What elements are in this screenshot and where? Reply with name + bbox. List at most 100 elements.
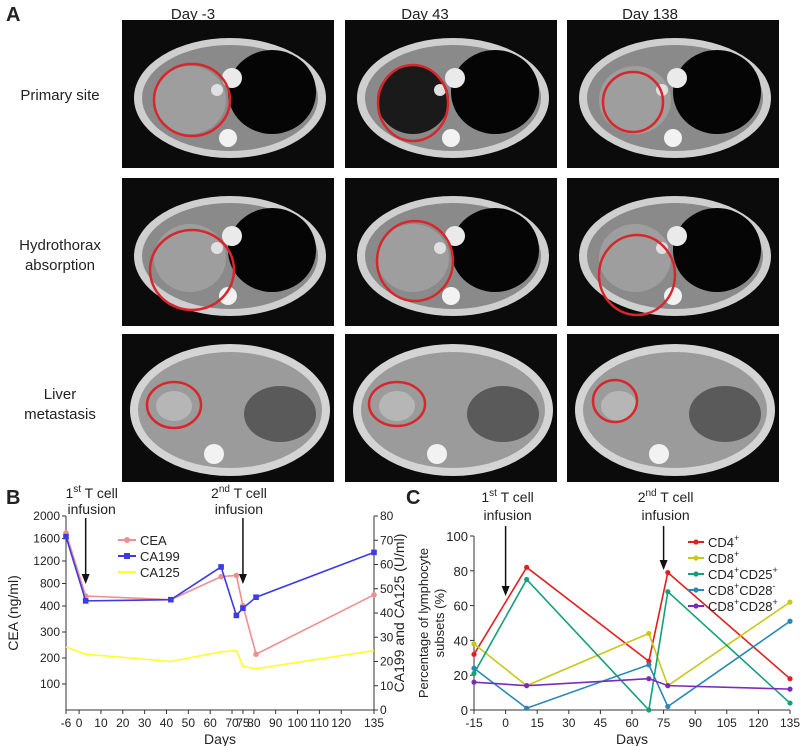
legend-name: CD8 (708, 583, 734, 598)
vertebra (649, 444, 669, 464)
data-point-cea (233, 572, 240, 579)
row-label-primary-site: Primary site (0, 86, 120, 106)
data-point (471, 651, 477, 657)
lesion-marker-circle (148, 228, 236, 312)
vertebra (427, 444, 447, 464)
vertebra (219, 129, 237, 147)
y-left-tick-label: 400 (40, 599, 60, 613)
y-axis-label: Percentage of lymphocyte (416, 548, 431, 698)
data-point (524, 576, 530, 583)
y-right-tick-label: 60 (380, 558, 394, 572)
vertebra (219, 287, 237, 305)
vessel (434, 84, 446, 96)
legend-label: CD4+ (708, 533, 739, 550)
data-point (646, 630, 652, 637)
lesion-marker-circle (145, 380, 203, 430)
ct-scan-image (567, 334, 779, 482)
vertebra (442, 287, 460, 305)
legend-marker (693, 571, 699, 577)
ct-scan-drawing (357, 38, 549, 158)
vertebra (204, 444, 224, 464)
data-point (646, 707, 652, 713)
legend-name2: CD28 (739, 599, 772, 614)
vessel (656, 242, 668, 254)
legend-marker (693, 555, 699, 561)
data-point (665, 703, 671, 710)
panel-c-letter: C (406, 487, 420, 509)
lesion-marker-circle (601, 70, 665, 134)
x-tick-label: -15 (465, 716, 483, 730)
legend-label: CD8+CD28- (708, 581, 776, 598)
stomach (689, 386, 761, 442)
x-tick-label: 75 (236, 716, 250, 730)
annotation-arrow-head (81, 574, 90, 584)
x-tick-label: 110 (310, 716, 329, 730)
x-tick-label: 50 (182, 716, 196, 730)
x-tick-label: -6 (61, 716, 72, 730)
y-axis-right-label: CA199 and CA125 (U/ml) (391, 534, 407, 693)
legend-sup2: + (773, 565, 778, 575)
data-point-ca199 (371, 549, 377, 556)
ct-scan-image (122, 20, 334, 168)
right-lung-mass (377, 66, 449, 134)
legend-label-ca125: CA125 (140, 565, 180, 580)
x-tick-label: 45 (594, 716, 608, 730)
data-point (471, 641, 477, 647)
y-right-tick-label: 40 (380, 606, 394, 620)
x-tick-label: 10 (94, 716, 108, 730)
x-tick-label: 20 (116, 716, 130, 730)
y-right-tick-label: 80 (380, 509, 394, 523)
legend-label-ca199: CA199 (140, 549, 180, 564)
data-point-cea (371, 592, 377, 598)
ct-scan-image (122, 334, 334, 482)
legend-sup: + (734, 549, 739, 559)
legend-name2: CD28 (739, 583, 772, 598)
data-point-cea (218, 573, 224, 580)
series-line-cea (65, 532, 375, 656)
row-label-line: Hydrothorax (19, 237, 101, 254)
legend-marker (693, 587, 699, 593)
series-line (473, 601, 791, 687)
legend-name: CD4 (708, 567, 734, 582)
annotation-arrow-head (501, 586, 510, 596)
x-tick-label: 0 (76, 716, 83, 730)
ct-scan-drawing (134, 38, 326, 158)
legend-sup: + (734, 597, 739, 607)
data-point (471, 665, 477, 671)
y-axis-label: subsets (%) (432, 589, 447, 658)
data-point (787, 686, 793, 692)
left-lung (673, 50, 761, 134)
ct-scan-image (345, 178, 557, 326)
series-line (473, 677, 791, 690)
aorta (667, 226, 687, 246)
aorta (667, 68, 687, 88)
legend-sup: + (734, 533, 739, 543)
annotation-text: T cell (657, 489, 694, 505)
y-left-tick-label: 200 (40, 651, 60, 665)
row-label-line: metastasis (24, 406, 96, 423)
data-point-ca199 (82, 598, 89, 604)
ct-scan-drawing (575, 344, 775, 476)
data-point-ca199 (233, 612, 240, 619)
x-axis-label: Days (204, 731, 236, 746)
annotation-infusion: infusion (68, 501, 116, 517)
y-axis-left-label: CEA (ng/ml) (5, 575, 21, 650)
data-point (787, 700, 793, 706)
annotation-number: 2 (638, 489, 646, 505)
annotation-sup: nd (219, 484, 230, 495)
data-point (665, 683, 671, 689)
data-point (787, 676, 793, 682)
annotation-text: T cell (230, 485, 267, 501)
annotation-infusion: infusion (215, 501, 263, 517)
ct-scan-image (567, 20, 779, 168)
x-tick-label: 135 (364, 716, 384, 730)
y-tick-label: 80 (454, 564, 468, 579)
y-right-tick-label: 30 (380, 630, 394, 644)
row-label-hydrothorax: Hydrothorax absorption (0, 236, 120, 276)
panel-b-letter: B (6, 487, 20, 509)
ct-scan-drawing (134, 196, 326, 316)
lesion-marker-circle (375, 219, 455, 303)
ct-scan-image (567, 178, 779, 326)
right-lung-mass (377, 224, 449, 292)
